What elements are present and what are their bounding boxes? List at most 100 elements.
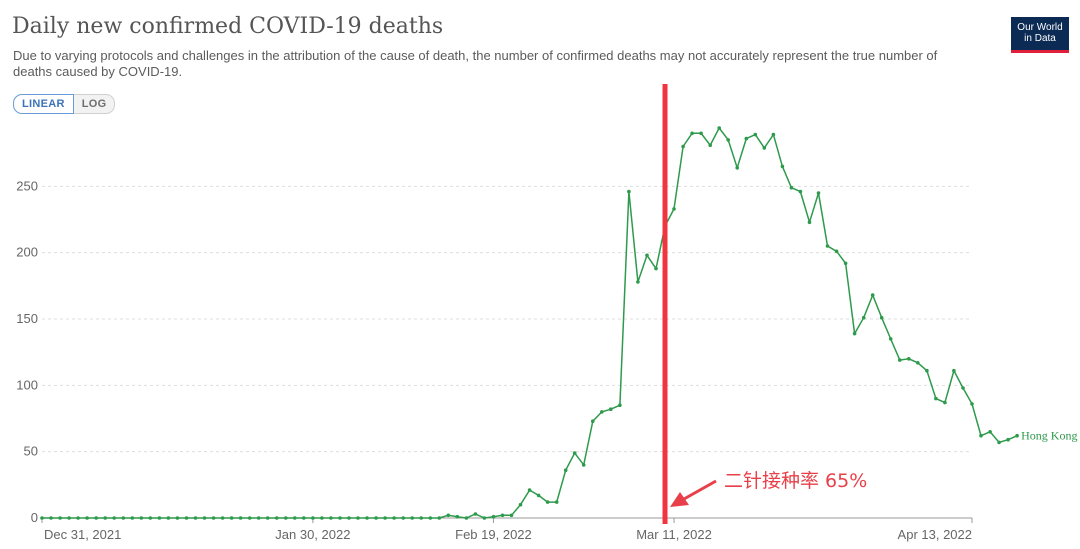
data-point (220, 516, 225, 520)
series-label: Hong Kong (1021, 429, 1077, 443)
data-point (753, 132, 758, 137)
data-point (879, 315, 884, 320)
data-point (121, 516, 126, 520)
y-tick-label: 100 (16, 377, 38, 392)
data-point (898, 358, 902, 362)
data-point (401, 516, 406, 520)
data-point (943, 400, 947, 405)
chart-title: Daily new confirmed COVID-19 deaths (12, 14, 444, 39)
data-point (925, 368, 929, 373)
data-point (157, 516, 162, 520)
data-point (825, 244, 830, 248)
logo-line-1: Our World (1017, 22, 1063, 33)
data-point (961, 386, 965, 390)
data-point (58, 516, 62, 520)
data-point (464, 516, 469, 520)
data-point (979, 433, 983, 438)
data-point (103, 516, 107, 520)
data-point (202, 516, 207, 520)
y-tick-label: 0 (31, 510, 38, 525)
data-point (636, 280, 640, 284)
scale-toggle: LINEAR LOG (13, 94, 116, 114)
data-point (500, 513, 505, 518)
data-point (329, 516, 333, 520)
data-point (365, 516, 369, 520)
data-point (735, 166, 739, 170)
data-point (428, 516, 433, 520)
data-point (699, 131, 703, 136)
data-point (229, 516, 234, 520)
data-point (843, 261, 848, 266)
data-point (581, 463, 586, 467)
data-point (374, 516, 378, 520)
data-point (112, 516, 116, 520)
data-point (49, 516, 53, 520)
data-point (834, 249, 839, 254)
data-point (67, 516, 71, 520)
data-point (952, 368, 956, 373)
data-point (527, 488, 532, 492)
data-point (211, 516, 216, 520)
data-point (392, 516, 396, 520)
data-point (934, 396, 938, 401)
data-point (997, 440, 1001, 445)
data-point (1006, 437, 1010, 442)
marker-layer: 二针接种率 65% (662, 84, 867, 524)
linear-scale-button[interactable]: LINEAR (13, 94, 74, 114)
chart-subtitle: Due to varying protocols and challenges … (13, 48, 938, 79)
data-point (284, 516, 288, 520)
data-point (166, 516, 171, 520)
data-point (600, 410, 604, 414)
data-point (762, 146, 767, 150)
data-point (275, 516, 279, 520)
data-point (139, 516, 144, 520)
data-point (175, 516, 180, 520)
annotation-text: 二针接种率 65% (724, 470, 867, 492)
data-point (536, 493, 541, 498)
data-point (482, 516, 487, 520)
annotation-arrow-head (670, 492, 689, 507)
y-tick-label: 200 (16, 245, 38, 260)
data-point (509, 513, 514, 518)
data-point (563, 468, 568, 473)
data-point (265, 516, 270, 520)
y-tick-label: 150 (16, 311, 38, 326)
data-point (356, 516, 360, 520)
data-point (744, 136, 749, 141)
data-point (85, 516, 89, 520)
y-tick-label: 250 (16, 178, 38, 193)
x-tick-label: Feb 19, 2022 (455, 527, 532, 542)
data-point (338, 516, 342, 520)
logo-line-2: in Data (1024, 33, 1056, 44)
data-point (446, 513, 451, 518)
data-point (807, 220, 812, 224)
data-point (645, 253, 649, 258)
data-point (771, 132, 776, 137)
data-point (988, 430, 992, 434)
data-point (798, 189, 803, 194)
data-point (816, 191, 821, 195)
data-point (256, 516, 261, 520)
owid-logo[interactable]: Our World in Data (1011, 17, 1069, 53)
data-point (247, 516, 252, 520)
data-point (184, 516, 189, 520)
data-point (1015, 433, 1019, 438)
data-point (690, 131, 694, 136)
axis-layer: 0 50 100 150 200 250 Dec 31, 2021 Jan 30, 2022 F… (16, 178, 973, 542)
grid-layer (42, 185, 972, 453)
x-tick-label: Apr 13, 2022 (898, 527, 972, 542)
log-scale-button[interactable]: LOG (73, 94, 116, 114)
data-point (437, 516, 442, 520)
data-point (717, 126, 721, 130)
data-point (320, 516, 324, 520)
data-point (861, 315, 866, 320)
data-point (293, 516, 297, 520)
data-point (302, 516, 306, 520)
data-point (726, 138, 730, 142)
data-point (473, 512, 478, 516)
data-point (94, 516, 98, 520)
data-point (591, 419, 595, 424)
data-point (627, 189, 631, 194)
series-layer: Hong Kong (40, 126, 1077, 520)
